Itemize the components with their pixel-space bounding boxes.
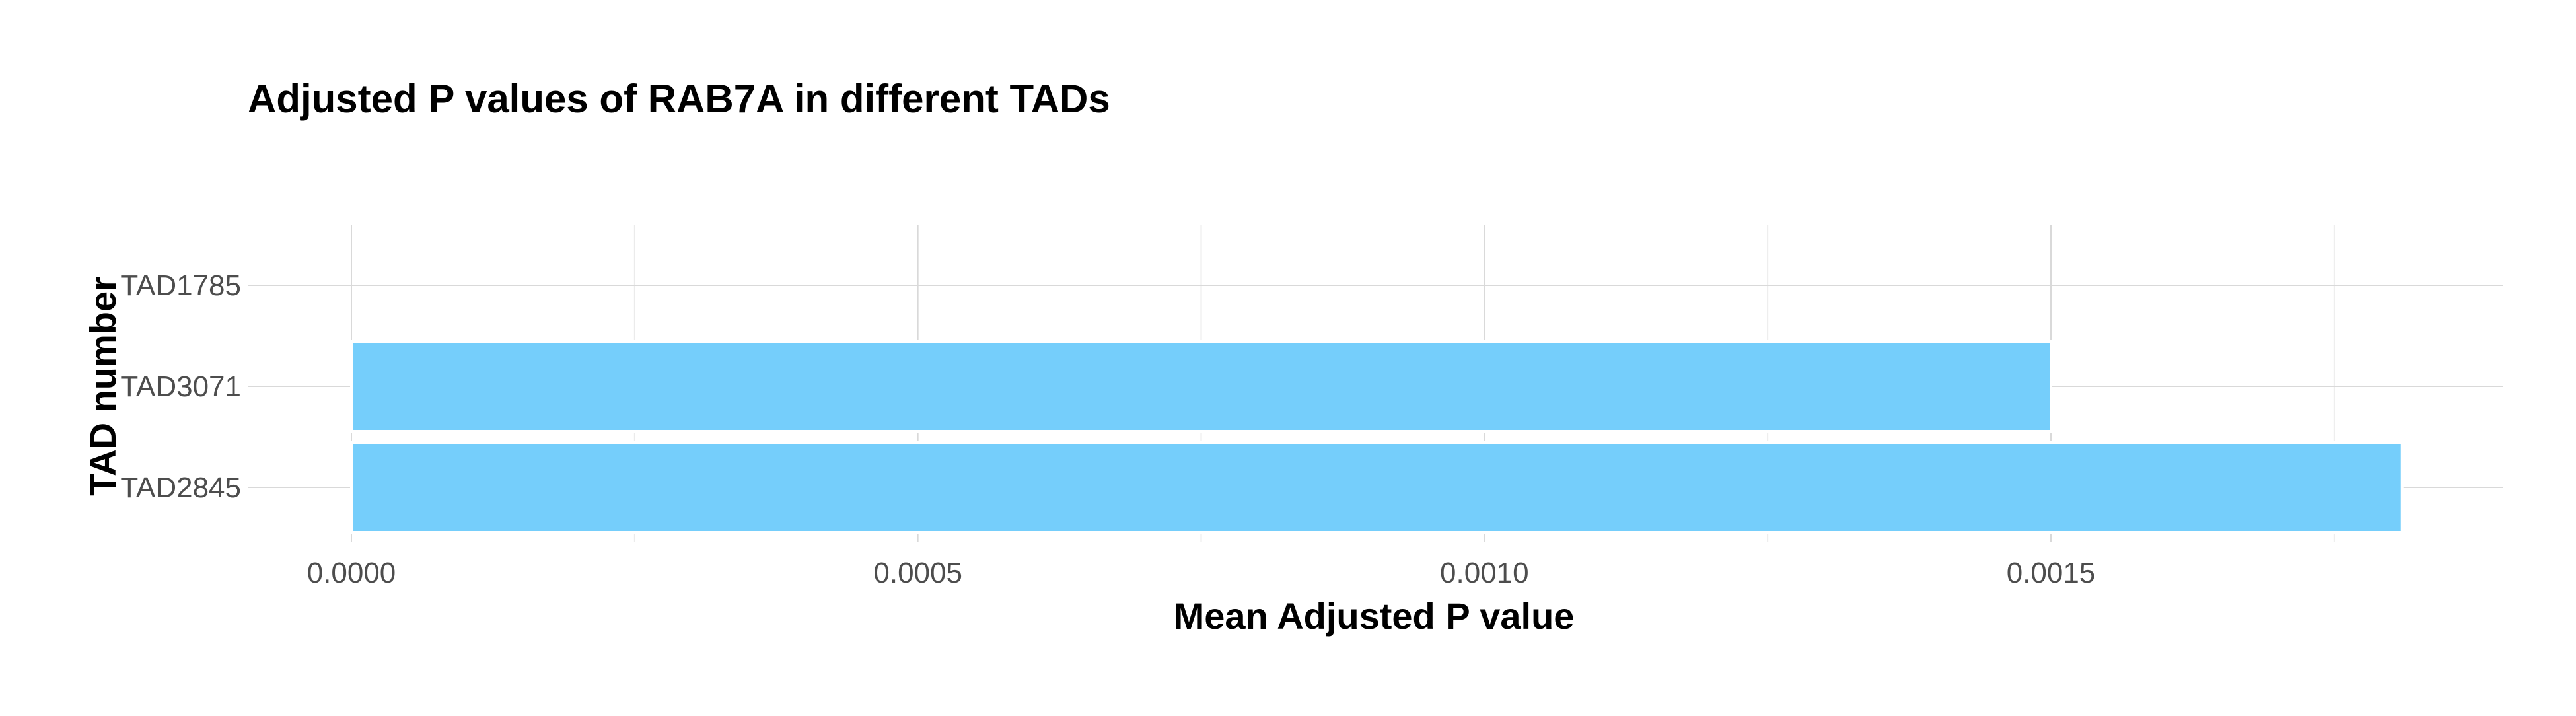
- x-tick-label: 0.0010: [1440, 557, 1529, 589]
- x-axis-ticks: 0.0000 0.0005 0.0010 0.0015: [307, 557, 2096, 589]
- y-tick-label: TAD3071: [120, 371, 241, 403]
- bar-tad3071: [350, 340, 2052, 433]
- x-axis-title: Mean Adjusted P value: [1174, 595, 1575, 637]
- x-tick-label: 0.0015: [2007, 557, 2096, 589]
- y-tick-label: TAD1785: [120, 269, 241, 302]
- x-tick-label: 0.0000: [307, 557, 396, 589]
- y-axis-ticks: TAD1785 TAD3071 TAD2845: [120, 269, 241, 504]
- bar-tad2845: [350, 441, 2404, 534]
- y-tick-label: TAD2845: [120, 472, 241, 504]
- y-axis-title: TAD number: [82, 277, 124, 496]
- chart-title: Adjusted P values of RAB7A in different …: [248, 77, 1110, 121]
- x-tick-label: 0.0005: [873, 557, 962, 589]
- bars: [350, 340, 2404, 534]
